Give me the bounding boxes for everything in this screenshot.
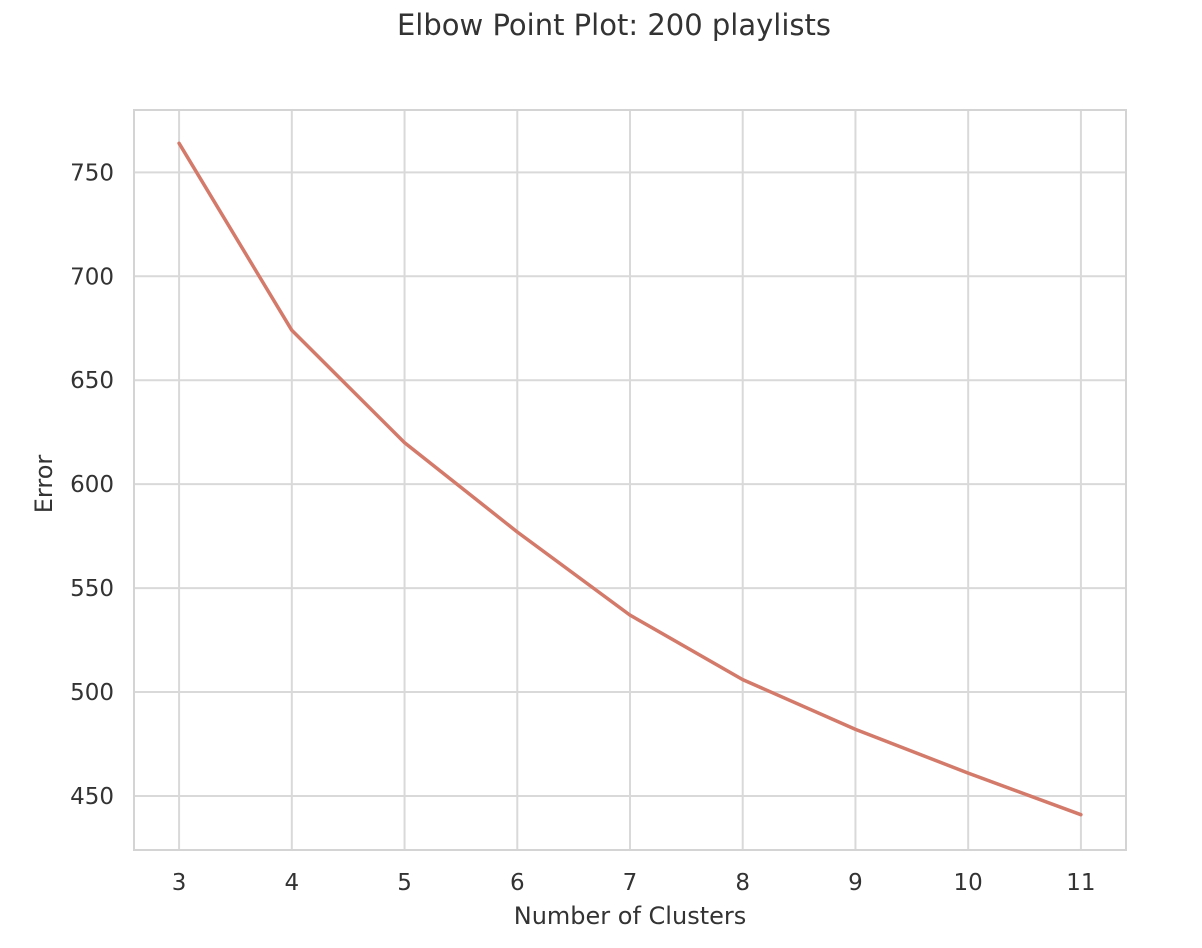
- plot-border: [133, 109, 1127, 851]
- x-tick-label: 8: [735, 870, 750, 896]
- y-tick-label: 700: [70, 264, 114, 290]
- y-tick-label: 650: [70, 368, 114, 394]
- x-tick-label: 9: [848, 870, 863, 896]
- x-axis-ticks: 3 4 5 6 7 8 9 10 11: [172, 870, 1096, 896]
- plot-frame: [133, 109, 1127, 851]
- y-tick-label: 600: [70, 472, 114, 498]
- chart-title: Elbow Point Plot: 200 playlists: [396, 8, 831, 42]
- grid: [134, 110, 1126, 850]
- y-tick-label: 450: [70, 784, 114, 810]
- y-axis-label: Error: [30, 454, 58, 514]
- x-tick-label: 4: [284, 870, 299, 896]
- y-tick-label: 500: [70, 680, 114, 706]
- x-tick-label: 6: [510, 870, 525, 896]
- y-axis-ticks: 450 500 550 600 650 700 750: [70, 160, 114, 810]
- x-tick-label: 7: [623, 870, 638, 896]
- y-tick-label: 550: [70, 576, 114, 602]
- series-layer: [177, 141, 1083, 817]
- x-tick-label: 3: [172, 870, 187, 896]
- y-tick-label: 750: [70, 160, 114, 186]
- x-tick-label: 5: [397, 870, 412, 896]
- x-tick-label: 11: [1066, 870, 1095, 896]
- x-axis-label: Number of Clusters: [513, 902, 747, 930]
- x-tick-label: 10: [954, 870, 983, 896]
